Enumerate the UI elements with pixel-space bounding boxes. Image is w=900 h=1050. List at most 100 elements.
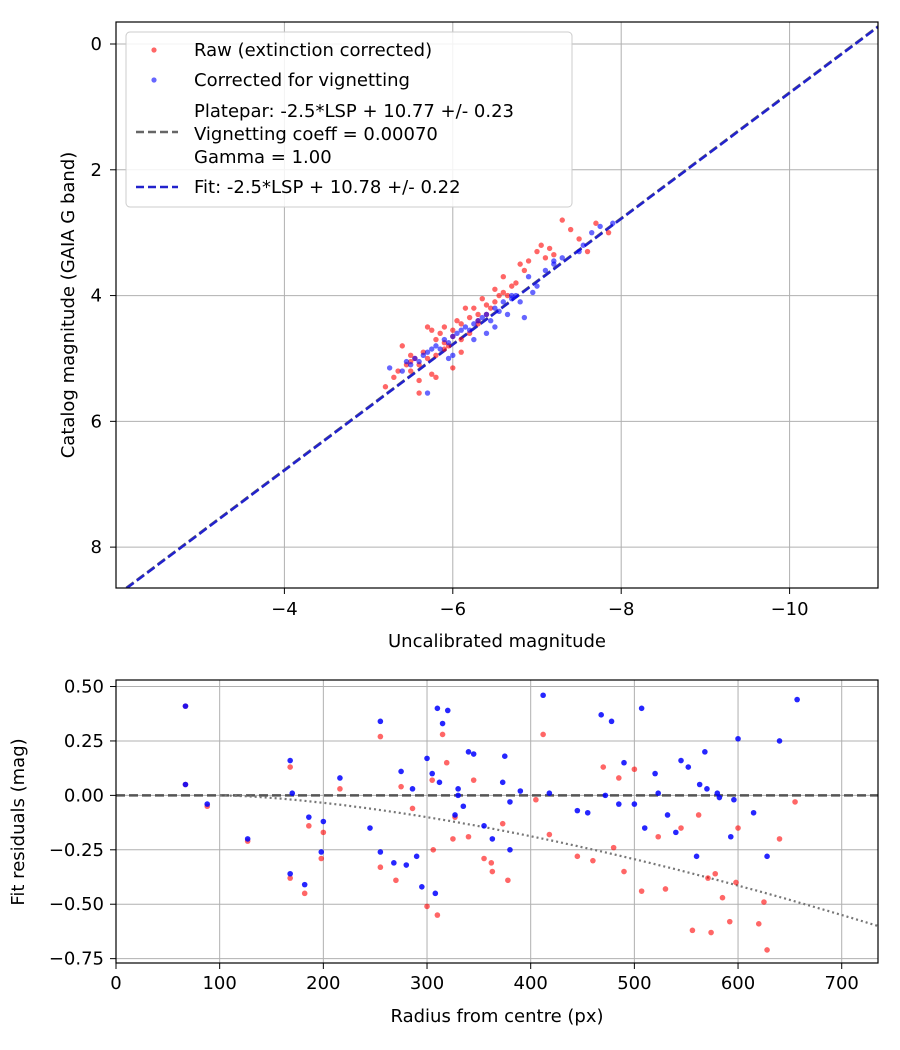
top-raw-point	[395, 368, 401, 374]
top-corrected-point	[589, 229, 595, 236]
top-raw-point	[441, 346, 448, 352]
top-x-tick-label: −10	[771, 599, 809, 620]
bottom-corrected-point	[499, 779, 506, 786]
bottom-corrected-point	[377, 718, 384, 725]
bottom-corrected-point	[608, 718, 615, 725]
top-corrected-point	[399, 368, 405, 374]
top-raw-point	[450, 327, 456, 333]
bottom-raw-point	[621, 868, 627, 875]
top-y-tick-label: 4	[91, 286, 102, 307]
top-corrected-point	[424, 349, 431, 355]
top-corrected-point	[450, 352, 456, 359]
bottom-raw-point	[337, 786, 343, 792]
top-corrected-point	[479, 314, 485, 321]
bottom-corrected-point	[702, 749, 708, 755]
top-raw-point	[538, 242, 544, 248]
bottom-corrected-point	[631, 801, 638, 807]
top-corrected-point	[454, 330, 460, 336]
bottom-raw-point	[610, 844, 617, 851]
top-raw-point	[517, 261, 523, 267]
bottom-corrected-point	[574, 807, 581, 814]
bottom-y-tick-label: −0.50	[49, 894, 104, 915]
bottom-corrected-point	[652, 770, 658, 777]
bottom-x-tick-label: 700	[825, 973, 859, 994]
top-scatter-panel: −4 −6 −8 −10 0 2 4 6 8 Uncalibrated magnitude C…	[58, 21, 879, 652]
top-corrected-point	[610, 220, 616, 226]
bottom-corrected-point	[452, 812, 458, 818]
top-raw-point	[492, 299, 498, 305]
bottom-raw-point	[712, 870, 719, 877]
bottom-corrected-point	[598, 712, 604, 718]
bottom-corrected-point	[507, 799, 513, 805]
bottom-raw-point	[638, 888, 645, 894]
bottom-raw-point	[287, 764, 293, 770]
bottom-raw-point	[708, 929, 714, 936]
top-corrected-point	[513, 292, 519, 299]
top-corrected-point	[450, 333, 456, 340]
top-raw-point	[382, 384, 389, 390]
bottom-corrected-point	[455, 792, 461, 799]
top-data-points	[382, 217, 616, 396]
bottom-corrected-point	[391, 860, 397, 866]
top-corrected-point	[521, 314, 528, 321]
top-raw-point	[458, 321, 464, 327]
bottom-raw-point	[465, 833, 472, 840]
bottom-corrected-point	[318, 849, 325, 855]
bottom-raw-point	[306, 823, 312, 829]
top-raw-point	[437, 330, 443, 336]
bottom-corrected-point	[735, 735, 741, 742]
top-raw-point	[458, 336, 464, 343]
bottom-corrected-point	[714, 790, 721, 796]
top-raw-point	[534, 248, 540, 255]
top-x-tick-label: −8	[608, 599, 635, 620]
top-raw-point	[605, 229, 612, 236]
bottom-raw-point	[719, 894, 726, 901]
bottom-corrected-point	[727, 833, 734, 840]
top-corrected-point	[483, 311, 490, 318]
top-raw-point	[407, 368, 414, 374]
top-raw-point	[466, 314, 473, 321]
top-raw-point	[433, 336, 439, 343]
top-corrected-point	[403, 358, 410, 365]
top-raw-point	[496, 292, 502, 299]
bottom-raw-point	[616, 775, 622, 781]
top-x-tick-label: −4	[271, 599, 298, 620]
top-raw-point	[458, 349, 464, 355]
top-raw-point	[593, 220, 599, 226]
top-raw-point	[433, 352, 439, 359]
bottom-raw-point	[301, 890, 308, 897]
legend-platepar-line-1: Platepar: -2.5*LSP + 10.77 +/- 0.23	[194, 101, 514, 122]
legend-raw-label: Raw (extinction corrected)	[194, 40, 432, 61]
bottom-raw-point	[393, 877, 399, 884]
bottom-corrected-point	[182, 781, 189, 788]
top-raw-point	[441, 324, 448, 330]
top-corrected-point	[534, 283, 540, 289]
legend-fit-label: Fit: -2.5*LSP + 10.78 +/- 0.22	[194, 177, 461, 198]
bottom-raw-point	[655, 833, 662, 840]
top-corrected-point	[530, 289, 536, 296]
bottom-corrected-point	[460, 803, 467, 810]
bottom-corrected-point	[182, 703, 189, 709]
legend-platepar-line-3: Gamma = 1.00	[194, 147, 332, 168]
bottom-raw-point	[377, 864, 384, 871]
bottom-raw-point	[689, 927, 696, 934]
bottom-raw-point	[429, 777, 436, 783]
bottom-raw-point	[678, 825, 684, 831]
bottom-y-tick-label: 0.50	[64, 677, 104, 698]
bottom-raw-point	[398, 783, 404, 790]
bottom-raw-point	[318, 855, 325, 862]
top-raw-point	[391, 374, 397, 381]
bottom-x-tick-label: 300	[410, 973, 444, 994]
top-raw-point	[576, 236, 582, 242]
top-raw-point	[584, 248, 591, 255]
top-corrected-point	[559, 255, 565, 261]
bottom-y-ticks: 0.50 0.25 0.00 −0.25 −0.50 −0.75	[49, 677, 116, 970]
top-raw-point	[542, 255, 549, 261]
top-raw-point	[492, 286, 498, 292]
top-corrected-point	[509, 292, 515, 299]
top-corrected-point	[487, 318, 494, 324]
top-corrected-point	[517, 299, 523, 305]
bottom-corrected-point	[489, 836, 496, 842]
top-corrected-point	[471, 321, 477, 327]
top-raw-point	[462, 305, 469, 311]
